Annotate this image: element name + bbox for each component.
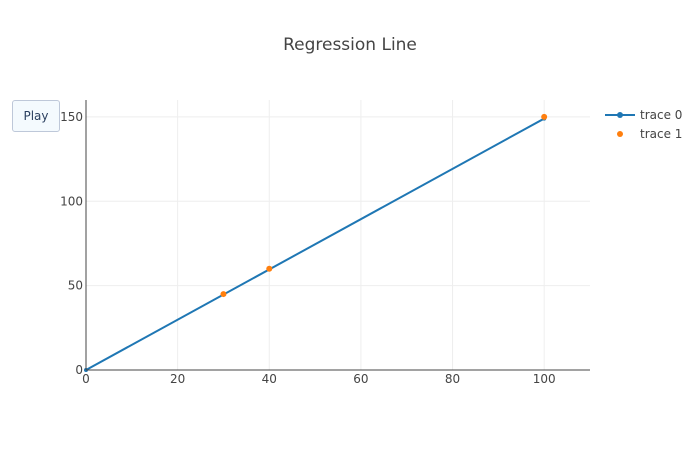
legend-label-trace-0: trace 0: [640, 108, 682, 122]
y-tick-label: 0: [75, 363, 83, 377]
y-axis-ticks: 0 50 100 150: [60, 110, 83, 377]
data-point-trace-1[interactable]: [220, 291, 227, 298]
legend-item-trace-0[interactable]: trace 0: [605, 108, 682, 122]
y-tick-label: 50: [68, 279, 83, 293]
x-tick-label: 60: [353, 372, 368, 386]
legend[interactable]: trace 0 trace 1: [605, 108, 682, 141]
legend-label-trace-1: trace 1: [640, 127, 682, 141]
legend-item-trace-1[interactable]: trace 1: [617, 127, 682, 141]
y-grid: [86, 116, 590, 287]
x-tick-label: 100: [533, 372, 556, 386]
x-tick-label: 80: [445, 372, 460, 386]
x-tick-label: 0: [82, 372, 90, 386]
data-point-trace-1[interactable]: [541, 113, 548, 120]
y-tick-label: 100: [60, 194, 83, 208]
x-grid: [177, 100, 545, 370]
data-point-trace-1[interactable]: [266, 265, 273, 272]
legend-marker-trace-0: [617, 112, 623, 118]
series-trace-0: [84, 116, 547, 372]
x-axis-ticks: 0 20 40 60 80 100: [82, 372, 555, 386]
legend-marker-trace-1: [617, 131, 623, 137]
x-tick-label: 20: [170, 372, 185, 386]
series-layer: [84, 113, 548, 372]
series-trace-1: [220, 113, 548, 298]
x-tick-label: 40: [262, 372, 277, 386]
play-button[interactable]: Play: [12, 100, 60, 132]
y-tick-label: 150: [60, 110, 83, 124]
series-line-trace-0: [85, 117, 545, 371]
plot-area: 0 20 40 60 80 100 0 50 100 150: [60, 100, 590, 386]
chart-title: Regression Line: [283, 35, 417, 55]
